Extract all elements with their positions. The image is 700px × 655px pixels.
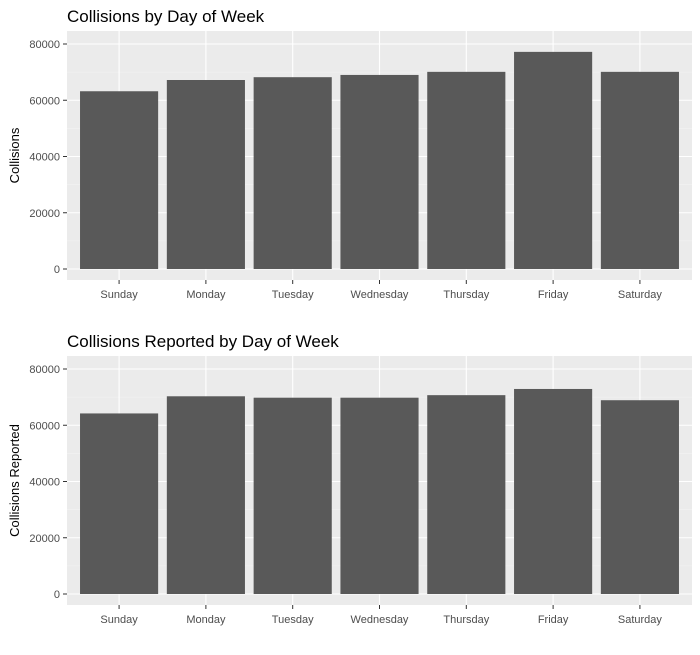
x-tick-label-monday: Monday: [186, 614, 226, 626]
chart-title: Collisions Reported by Day of Week: [67, 332, 339, 351]
x-tick-label-wednesday: Wednesday: [351, 289, 409, 301]
bar-monday: [166, 80, 245, 269]
bar-wednesday: [340, 397, 419, 594]
chart-title: Collisions by Day of Week: [67, 7, 265, 26]
x-tick-label-tuesday: Tuesday: [272, 289, 314, 301]
bar-friday: [514, 51, 593, 269]
bar-sunday: [80, 91, 159, 269]
bar-friday: [514, 388, 593, 594]
y-tick-label: 20000: [29, 208, 60, 220]
bar-sunday: [80, 413, 159, 594]
y-tick-label: 80000: [29, 39, 60, 51]
bar-thursday: [427, 395, 506, 594]
y-tick-label: 40000: [29, 477, 60, 489]
x-tick-label-sunday: Sunday: [100, 614, 138, 626]
x-tick-label-wednesday: Wednesday: [351, 614, 409, 626]
y-tick-label: 20000: [29, 533, 60, 545]
x-tick-label-saturday: Saturday: [618, 289, 663, 301]
y-tick-label: 60000: [29, 95, 60, 107]
x-tick-label-monday: Monday: [186, 289, 226, 301]
y-tick-label: 0: [54, 264, 60, 276]
y-tick-label: 60000: [29, 420, 60, 432]
x-tick-label-tuesday: Tuesday: [272, 614, 314, 626]
x-tick-label-thursday: Thursday: [443, 614, 489, 626]
chart-2: 0 20000 40000 60000 80000 Sunday Monday Tuesday…: [7, 332, 692, 626]
bar-saturday: [600, 400, 679, 594]
bar-wednesday: [340, 74, 419, 269]
bar-tuesday: [253, 397, 332, 594]
bar-tuesday: [253, 77, 332, 269]
x-tick-label-thursday: Thursday: [443, 289, 489, 301]
chart-1: 0 20000 40000 60000 80000 Sunday Monday Tuesday…: [7, 7, 692, 301]
x-tick-label-saturday: Saturday: [618, 614, 663, 626]
y-axis-title: Collisions: [7, 127, 22, 183]
bar-saturday: [600, 71, 679, 269]
y-tick-label: 80000: [29, 364, 60, 376]
y-tick-label: 0: [54, 589, 60, 601]
x-tick-label-sunday: Sunday: [100, 289, 138, 301]
x-tick-label-friday: Friday: [538, 614, 569, 626]
y-axis-title: Collisions Reported: [7, 424, 22, 537]
y-tick-label: 40000: [29, 152, 60, 164]
bar-thursday: [427, 71, 506, 269]
x-tick-label-friday: Friday: [538, 289, 569, 301]
bar-monday: [166, 396, 245, 594]
